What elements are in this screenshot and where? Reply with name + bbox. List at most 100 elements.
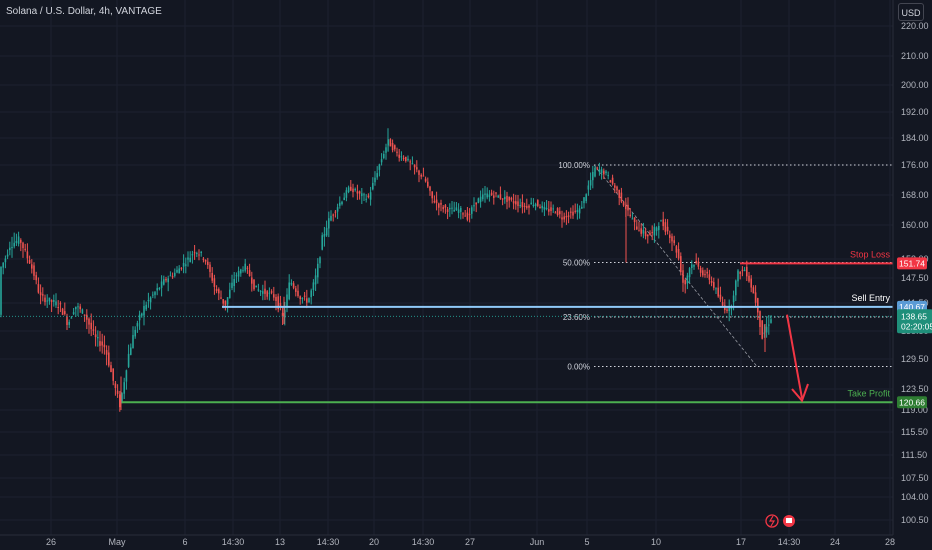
candle-body bbox=[618, 190, 620, 198]
projection-arrow-head bbox=[791, 383, 809, 403]
candle-body bbox=[675, 246, 678, 253]
time-tick-label: 5 bbox=[584, 537, 589, 547]
candle-body bbox=[314, 275, 317, 285]
take-profit-tag-bg bbox=[897, 396, 927, 409]
candle-body bbox=[196, 253, 198, 254]
candle-body bbox=[640, 228, 642, 234]
candle-body bbox=[552, 208, 554, 210]
candle-body bbox=[413, 164, 416, 168]
stop-loss-label: Stop Loss bbox=[850, 249, 891, 259]
candle-body bbox=[642, 229, 645, 234]
candle-body bbox=[279, 302, 282, 309]
candle-body bbox=[365, 198, 367, 200]
candle-body bbox=[99, 341, 101, 346]
time-axis[interactable]: 26 May 6 14:30 13 14:30 20 14:30 27 Jun 5 10 17 14:30… bbox=[0, 514, 895, 547]
candle-body bbox=[325, 227, 328, 236]
candle-body bbox=[211, 273, 213, 281]
candle-body bbox=[125, 370, 128, 382]
candle-body bbox=[517, 201, 519, 206]
candle-body bbox=[350, 186, 352, 191]
price-axis[interactable]: 220.00 210.00 200.00 192.00 184.00 176.00 168.… bbox=[892, 0, 929, 535]
candle-body bbox=[312, 282, 315, 290]
candle-body bbox=[35, 275, 37, 281]
candle-body bbox=[178, 268, 180, 274]
candle-body bbox=[380, 159, 383, 163]
candle-body bbox=[407, 158, 409, 161]
candle-body bbox=[334, 211, 337, 213]
candle-body bbox=[361, 193, 363, 197]
candle-body bbox=[286, 294, 288, 306]
candle-body bbox=[695, 260, 697, 264]
candle-body bbox=[297, 290, 299, 296]
candle-body bbox=[229, 289, 231, 298]
price-tick-label: 184.00 bbox=[901, 133, 929, 143]
candle-body bbox=[735, 280, 737, 296]
candle-body bbox=[457, 209, 460, 213]
candle-body bbox=[372, 182, 374, 190]
candle-body bbox=[132, 335, 134, 349]
take-profit-label: Take Profit bbox=[847, 388, 890, 398]
candle-body bbox=[121, 393, 123, 402]
candle-body bbox=[471, 207, 473, 214]
fib-level-label: 50.00% bbox=[563, 258, 590, 267]
candle-body bbox=[398, 154, 400, 158]
time-tick-label: 14:30 bbox=[778, 537, 801, 547]
candle-body bbox=[622, 202, 625, 206]
candle-body bbox=[145, 304, 147, 310]
candle-body bbox=[418, 170, 420, 175]
candle-body bbox=[55, 301, 57, 306]
candle-body bbox=[187, 257, 189, 260]
candle-body bbox=[556, 208, 559, 215]
candle-body bbox=[746, 266, 748, 277]
candle-body bbox=[451, 207, 453, 209]
currency-button[interactable]: USD bbox=[898, 3, 924, 21]
candle-body bbox=[484, 193, 486, 195]
candle-body bbox=[435, 199, 438, 204]
candle-body bbox=[220, 297, 222, 299]
candle-body bbox=[189, 257, 191, 262]
candle-body bbox=[354, 188, 356, 191]
candle-body bbox=[424, 178, 427, 182]
trade-levels[interactable]: Stop Loss Sell Entry Take Profit bbox=[0, 249, 893, 404]
candle-body bbox=[244, 263, 246, 271]
candle-body bbox=[416, 167, 418, 170]
candle-body bbox=[328, 218, 330, 229]
price-tick-label: 168.00 bbox=[901, 190, 929, 200]
candle-body bbox=[281, 312, 284, 317]
candle-body bbox=[669, 234, 671, 238]
candle-body bbox=[169, 275, 172, 277]
candle-body bbox=[592, 172, 594, 181]
candle-body bbox=[2, 262, 4, 268]
candle-body bbox=[237, 270, 240, 277]
candle-body bbox=[528, 205, 530, 208]
candle-body bbox=[391, 143, 394, 151]
candle-body bbox=[565, 216, 568, 218]
candle-body bbox=[752, 287, 755, 294]
price-tick-label: 123.50 bbox=[901, 384, 929, 394]
candle-body bbox=[24, 248, 26, 250]
time-tick-label: 28 bbox=[885, 537, 895, 547]
candle-body bbox=[198, 254, 200, 256]
candle-body bbox=[253, 279, 255, 290]
last-price-tag-bg bbox=[897, 309, 932, 334]
price-tick-label: 107.50 bbox=[901, 473, 929, 483]
candle-body bbox=[559, 211, 561, 215]
candle-body bbox=[273, 294, 275, 298]
candle-body bbox=[343, 197, 345, 201]
candle-body bbox=[141, 313, 143, 316]
candle-body bbox=[308, 298, 310, 302]
candle-body bbox=[28, 260, 31, 264]
candle-body bbox=[266, 291, 268, 297]
candle-body bbox=[53, 300, 55, 302]
candle-body bbox=[299, 296, 301, 300]
candle-body bbox=[541, 205, 543, 209]
candle-body bbox=[653, 226, 656, 236]
candle-body bbox=[455, 207, 458, 211]
candle-body bbox=[673, 240, 675, 244]
candle-body bbox=[156, 288, 158, 291]
candle-body bbox=[103, 344, 106, 348]
candle-body bbox=[440, 202, 442, 205]
candle-body bbox=[22, 242, 24, 249]
